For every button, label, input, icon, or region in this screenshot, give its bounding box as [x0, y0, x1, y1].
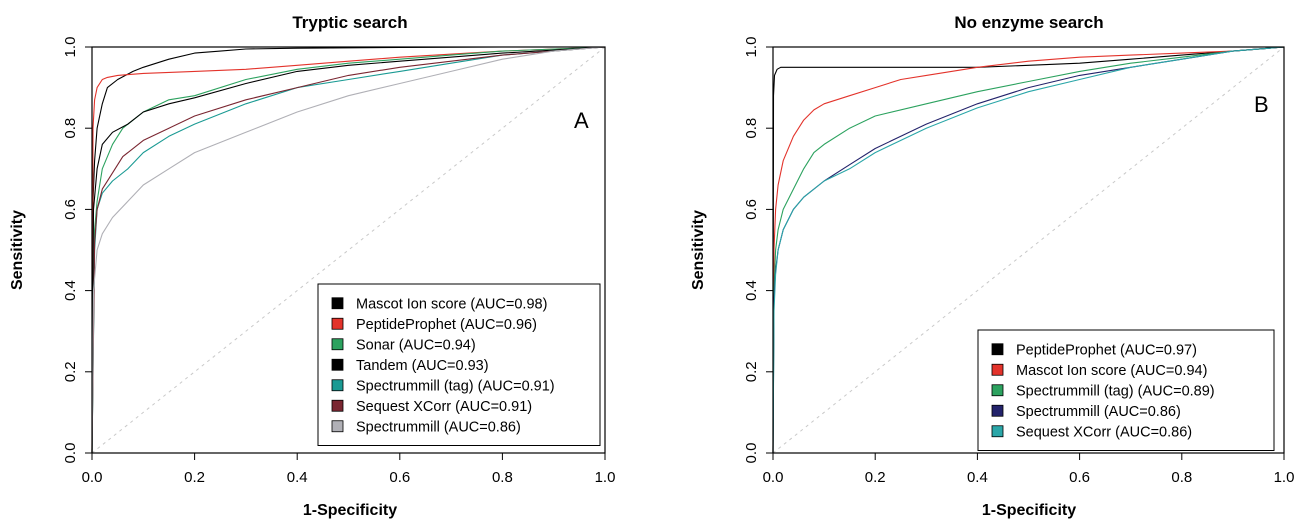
plot-frame	[772, 46, 1285, 454]
x-tick-label: 0.4	[967, 469, 988, 486]
x-tick-label: 0.8	[1171, 469, 1192, 486]
no-enzyme-search-panel: No enzyme search 0.0 0.2 0.4 0.6 0.8 1.0 0.0 0.2…	[690, 13, 1294, 519]
panel-label: A	[574, 108, 589, 133]
legend-swatch	[331, 399, 344, 412]
y-axis-title: Sensitivity	[9, 210, 26, 290]
legend: PeptideProphet (AUC=0.97) Mascot Ion scor…	[977, 329, 1275, 451]
chart-title: No enzyme search	[954, 13, 1103, 32]
legend-swatch	[991, 343, 1004, 356]
x-tick-label: 0.6	[389, 469, 410, 486]
legend-entry: Spectrummill (tag) (AUC=0.91)	[356, 378, 555, 394]
x-tick-label: 1.0	[595, 469, 616, 486]
y-tick-label: 0.6	[743, 199, 760, 220]
series-line-1	[91, 46, 606, 454]
x-tick-label: 0.4	[287, 469, 308, 486]
legend-swatch	[991, 363, 1004, 376]
legend-entry: Sonar (AUC=0.94)	[356, 337, 476, 353]
legend-swatch	[331, 379, 344, 392]
legend-entry: Spectrummill (AUC=0.86)	[1016, 404, 1181, 420]
x-tick-label: 0.0	[82, 469, 103, 486]
chart-title: Tryptic search	[292, 13, 407, 32]
x-tick-label: 0.0	[763, 469, 784, 486]
legend-box	[317, 283, 601, 446]
legend-entry: Sequest XCorr (AUC=0.91)	[356, 399, 532, 415]
series-line-2	[772, 46, 1285, 454]
x-axis-title: 1-Specificity	[303, 502, 397, 519]
y-tick-label: 1.0	[743, 37, 760, 58]
legend-swatch	[331, 297, 344, 310]
x-tick-label: 0.2	[865, 469, 886, 486]
y-tick-label: 0.8	[743, 118, 760, 139]
legend-entry: Spectrummill (tag) (AUC=0.89)	[1016, 383, 1215, 399]
panel-label: B	[1254, 92, 1269, 117]
series-line-0	[772, 46, 1285, 454]
legend-entry: Mascot Ion score (AUC=0.98)	[356, 296, 547, 312]
legend-entry: Tandem (AUC=0.93)	[356, 358, 489, 374]
legend-swatch	[331, 358, 344, 371]
legend-entry: PeptideProphet (AUC=0.96)	[356, 317, 537, 333]
y-tick-label: 0.2	[62, 361, 79, 382]
legend-swatch	[991, 384, 1004, 397]
series-line-1	[772, 46, 1285, 454]
legend: Mascot Ion score (AUC=0.98) PeptideProphe…	[317, 283, 601, 446]
series-line-5	[91, 46, 606, 454]
legend-swatch	[991, 404, 1004, 417]
y-tick-label: 0.8	[62, 118, 79, 139]
x-tick-label: 0.6	[1069, 469, 1090, 486]
x-axis-title: 1-Specificity	[982, 502, 1076, 519]
x-tick-label: 1.0	[1274, 469, 1295, 486]
legend-swatch	[991, 425, 1004, 438]
y-tick-label: 0.6	[62, 199, 79, 220]
x-tick-label: 0.8	[492, 469, 513, 486]
series-line-4	[772, 46, 1285, 454]
legend-entry: Spectrummill (AUC=0.86)	[356, 419, 521, 435]
legend-box	[977, 329, 1275, 451]
series-line-3	[91, 46, 606, 454]
y-tick-label: 1.0	[62, 37, 79, 58]
legend-swatch	[331, 317, 344, 330]
legend-swatch	[331, 338, 344, 351]
y-tick-label: 0.4	[62, 280, 79, 301]
legend-entry: PeptideProphet (AUC=0.97)	[1016, 342, 1197, 358]
tryptic-search-panel: Tryptic search 0.0 0.2 0.4 0.6 0.8 1.0 0.0 0.2 0.…	[9, 13, 615, 519]
series-line-0	[91, 46, 605, 454]
legend-swatch	[331, 420, 344, 433]
series-line-6	[91, 46, 606, 454]
y-tick-label: 0.0	[62, 443, 79, 464]
x-tick-label: 0.2	[184, 469, 205, 486]
y-tick-label: 0.4	[743, 280, 760, 301]
y-tick-label: 0.2	[743, 361, 760, 382]
y-axis-title: Sensitivity	[690, 210, 707, 290]
legend-entry: Sequest XCorr (AUC=0.86)	[1016, 424, 1192, 440]
y-tick-label: 0.0	[743, 443, 760, 464]
series-line-2	[91, 46, 606, 454]
legend-entry: Mascot Ion score (AUC=0.94)	[1016, 363, 1207, 379]
plot-frame	[91, 46, 606, 454]
